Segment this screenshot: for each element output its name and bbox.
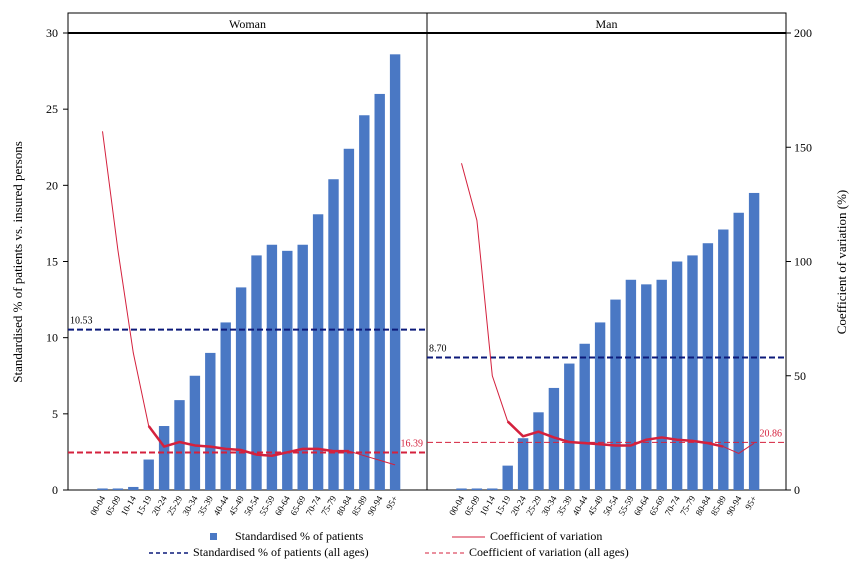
panel-title: Man [596,17,618,31]
bar [718,229,729,490]
bar [374,93,385,490]
bar [143,459,154,490]
bar [487,488,498,490]
bar [641,284,652,490]
bar [671,261,683,490]
bar [564,363,575,490]
bar [548,387,560,490]
y-tick-label: 25 [46,102,58,116]
bar [205,352,216,490]
legend-label: Coefficient of variation (all ages) [469,545,629,559]
panel-woman: Woman00-0405-0910-1415-1920-2425-2930-34… [67,12,428,517]
y-axis-label: Standardised % of patients vs. insured p… [10,141,25,383]
bar [174,400,185,490]
legend-item: Standardised % of patients [210,529,364,543]
plot-area: Woman00-0405-0910-1415-1920-2425-2930-34… [67,12,787,517]
bar [389,54,401,491]
bar [456,488,467,490]
legend-swatch [210,533,217,540]
legend-label: Coefficient of variation [490,529,602,543]
bar [359,115,370,490]
bar [97,488,108,490]
all-ages-cv-label: 20.86 [760,428,783,439]
bar [282,250,293,490]
bar [687,255,698,490]
legend-label: Standardised % of patients [235,529,364,543]
bar [702,243,714,490]
y-tick-label: 10 [46,331,58,345]
bar [128,486,139,490]
y2-tick-label: 100 [794,255,812,269]
bar [733,212,744,490]
all-ages-pct-label: 8.70 [429,343,447,354]
all-ages-cv-label: 16.39 [401,439,424,450]
legend: Standardised % of patients Coefficient of… [149,529,629,559]
y-tick-label: 0 [52,483,58,497]
bar [579,343,590,490]
y2-tick-label: 0 [794,483,800,497]
bar [343,148,355,491]
bar [297,244,308,490]
bar [266,244,278,490]
y2-tick-label: 150 [794,140,812,154]
bar [748,192,760,490]
legend-label: Standardised % of patients (all ages) [193,545,369,559]
y-tick-label: 5 [52,407,58,421]
all-ages-pct-label: 10.53 [70,316,93,327]
legend-item: Standardised % of patients (all ages) [149,545,369,559]
y-tick-label: 30 [46,26,58,40]
bar [220,322,231,490]
bar [235,287,247,490]
bar [656,279,667,490]
y2-tick-label: 50 [794,369,806,383]
y2-tick-label: 200 [794,26,812,40]
bar [251,255,262,490]
axes: Standardised % of patients vs. insured p… [10,26,849,497]
bar [610,299,621,490]
bar [112,488,124,490]
bar [594,322,606,490]
legend-item: Coefficient of variation (all ages) [425,545,629,559]
bar [312,214,324,490]
y2-axis-label: Coefficient of variation (%) [834,190,849,335]
bar [471,488,483,490]
y-tick-label: 15 [46,255,58,269]
panel-title: Woman [229,17,266,31]
bar [158,426,170,490]
cv-line-main [147,425,349,457]
legend-item: Coefficient of variation [452,529,602,543]
y-tick-label: 20 [46,178,58,192]
bar [502,465,513,490]
bar [625,279,637,490]
bar [328,179,339,491]
bar [517,438,529,490]
bar [533,412,544,490]
bar [189,375,201,490]
cv-line-main [506,420,724,448]
